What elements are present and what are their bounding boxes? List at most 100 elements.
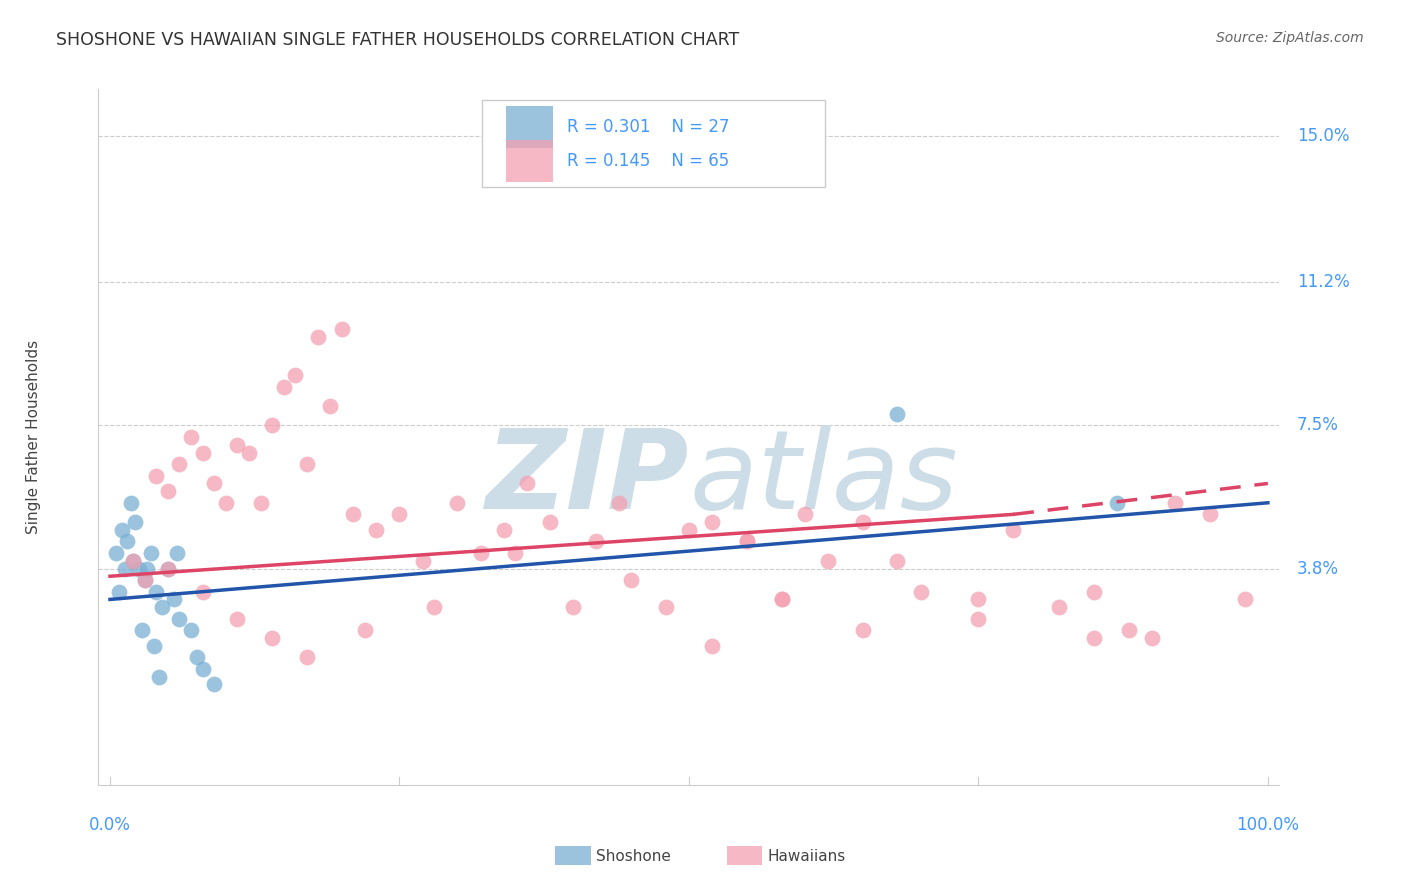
Text: Single Father Households: Single Father Households bbox=[25, 340, 41, 534]
Point bbox=[388, 508, 411, 522]
Point bbox=[191, 445, 214, 459]
Point bbox=[562, 600, 585, 615]
Point bbox=[655, 600, 678, 615]
Point bbox=[186, 650, 208, 665]
Point bbox=[191, 662, 214, 676]
Point bbox=[852, 624, 875, 638]
Point bbox=[886, 407, 908, 421]
Point bbox=[273, 380, 295, 394]
Point bbox=[1199, 508, 1222, 522]
Point bbox=[1083, 631, 1105, 645]
Point bbox=[503, 546, 526, 560]
Point bbox=[295, 650, 318, 665]
Point bbox=[852, 515, 875, 529]
Point bbox=[124, 515, 146, 529]
Point bbox=[700, 639, 723, 653]
Point bbox=[735, 534, 758, 549]
Point bbox=[128, 561, 150, 575]
Text: Hawaiians: Hawaiians bbox=[768, 849, 846, 863]
Point bbox=[238, 445, 260, 459]
Point bbox=[770, 592, 793, 607]
Text: SHOSHONE VS HAWAIIAN SINGLE FATHER HOUSEHOLDS CORRELATION CHART: SHOSHONE VS HAWAIIAN SINGLE FATHER HOUSE… bbox=[56, 31, 740, 49]
Point bbox=[412, 554, 434, 568]
Point bbox=[342, 508, 364, 522]
Text: ZIP: ZIP bbox=[485, 425, 689, 533]
Point bbox=[169, 612, 191, 626]
Point bbox=[117, 534, 139, 549]
Bar bbox=[506, 106, 553, 148]
Text: 7.5%: 7.5% bbox=[1296, 417, 1339, 434]
Point bbox=[353, 624, 375, 638]
Point bbox=[967, 612, 990, 626]
Point bbox=[215, 496, 238, 510]
Point bbox=[295, 457, 318, 471]
Text: R = 0.145    N = 65: R = 0.145 N = 65 bbox=[567, 152, 730, 169]
Point bbox=[1140, 631, 1163, 645]
Point bbox=[319, 399, 342, 413]
Point bbox=[110, 523, 132, 537]
Point bbox=[156, 561, 179, 575]
Point bbox=[262, 631, 284, 645]
Text: Shoshone: Shoshone bbox=[596, 849, 671, 863]
Point bbox=[145, 468, 167, 483]
Point bbox=[114, 561, 136, 575]
Point bbox=[134, 573, 156, 587]
Point bbox=[180, 624, 202, 638]
Point bbox=[1164, 496, 1187, 510]
Text: R = 0.301    N = 27: R = 0.301 N = 27 bbox=[567, 118, 730, 136]
Text: 11.2%: 11.2% bbox=[1296, 274, 1350, 292]
Text: 100.0%: 100.0% bbox=[1236, 816, 1299, 834]
Point bbox=[169, 457, 191, 471]
Point bbox=[1002, 523, 1025, 537]
Point bbox=[585, 534, 607, 549]
Point bbox=[134, 573, 156, 587]
Point bbox=[793, 508, 815, 522]
Point bbox=[770, 592, 793, 607]
Point bbox=[1049, 600, 1071, 615]
Point bbox=[145, 584, 167, 599]
Point bbox=[226, 438, 249, 452]
Point bbox=[202, 677, 225, 691]
Point bbox=[1083, 584, 1105, 599]
FancyBboxPatch shape bbox=[482, 100, 825, 186]
Point bbox=[330, 322, 353, 336]
Point bbox=[886, 554, 908, 568]
Point bbox=[1107, 496, 1129, 510]
Text: 0.0%: 0.0% bbox=[89, 816, 131, 834]
Point bbox=[122, 554, 145, 568]
Point bbox=[120, 496, 142, 510]
Point bbox=[700, 515, 723, 529]
Point bbox=[108, 584, 131, 599]
Point bbox=[226, 612, 249, 626]
Point bbox=[492, 523, 515, 537]
Point bbox=[249, 496, 271, 510]
Point bbox=[284, 368, 307, 383]
Point bbox=[150, 600, 173, 615]
Point bbox=[446, 496, 468, 510]
Text: 3.8%: 3.8% bbox=[1296, 559, 1339, 577]
Point bbox=[1118, 624, 1140, 638]
Point bbox=[967, 592, 990, 607]
Point bbox=[180, 430, 202, 444]
Point bbox=[122, 554, 145, 568]
Point bbox=[910, 584, 932, 599]
Point bbox=[143, 639, 166, 653]
Point bbox=[470, 546, 492, 560]
Point bbox=[191, 584, 214, 599]
Point bbox=[307, 329, 329, 343]
Point bbox=[156, 561, 179, 575]
Point bbox=[609, 496, 631, 510]
Point bbox=[538, 515, 561, 529]
Point bbox=[620, 573, 643, 587]
Text: Source: ZipAtlas.com: Source: ZipAtlas.com bbox=[1216, 31, 1364, 45]
Point bbox=[678, 523, 700, 537]
Point bbox=[136, 561, 159, 575]
Point bbox=[516, 476, 538, 491]
Point bbox=[423, 600, 446, 615]
Point bbox=[366, 523, 388, 537]
Bar bbox=[506, 140, 553, 182]
Point bbox=[104, 546, 127, 560]
Point bbox=[202, 476, 225, 491]
Point bbox=[817, 554, 839, 568]
Point bbox=[131, 624, 153, 638]
